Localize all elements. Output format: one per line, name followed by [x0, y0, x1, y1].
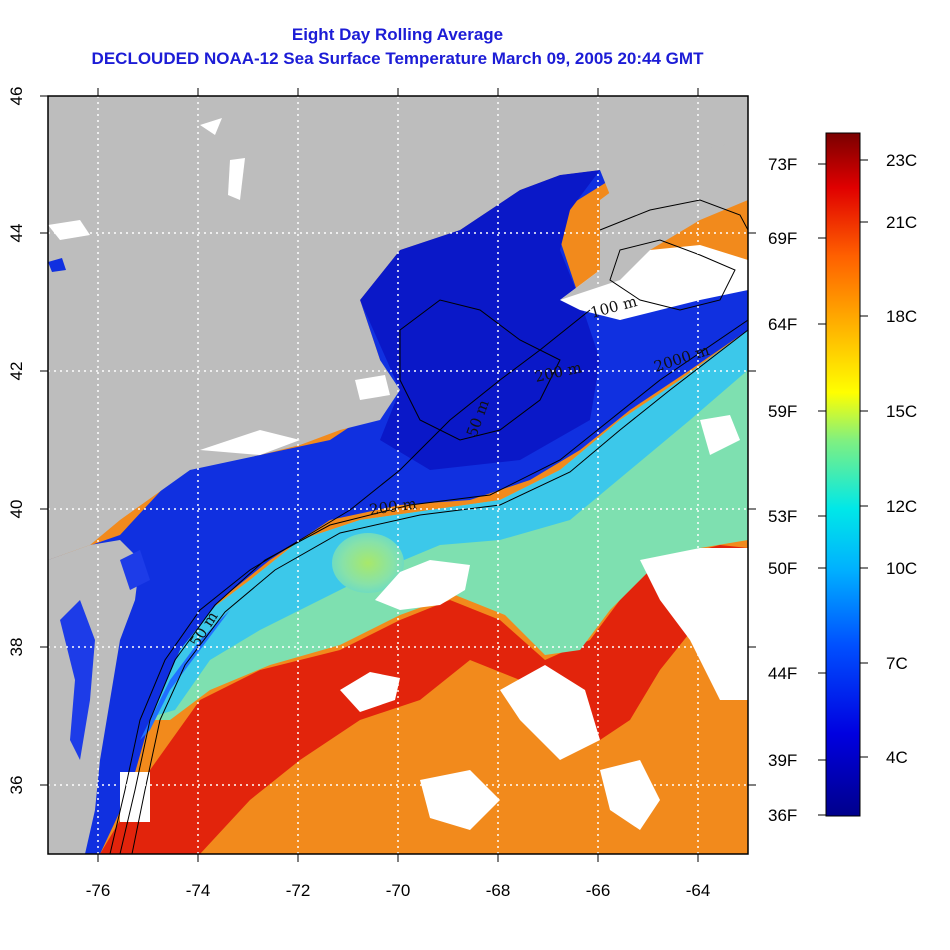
x-tick-label: -70 [386, 881, 411, 900]
x-tick-label: -66 [586, 881, 611, 900]
colorbar: 73F 69F 64F 59F 53F 50F 44F 39F 36F 23C … [768, 132, 917, 825]
colorbar-c-label: 15C [886, 402, 917, 421]
colorbar-f-label: 39F [768, 751, 797, 770]
map-panel: 100 m 2000 m 200 m 50 m 200 m 50 m [48, 96, 748, 854]
colorbar-f-label: 50F [768, 559, 797, 578]
x-tick-label: -76 [86, 881, 111, 900]
coastal-island [48, 258, 66, 272]
colorbar-ticks [818, 159, 868, 816]
colorbar-c-label: 21C [886, 213, 917, 232]
colorbar-f-label: 53F [768, 507, 797, 526]
y-axis-labels: 36 38 40 42 44 46 [7, 87, 26, 795]
colorbar-c-label: 7C [886, 654, 908, 673]
x-tick-label: -74 [186, 881, 211, 900]
bathymetry-contours [109, 199, 748, 854]
x-tick-label: -72 [286, 881, 311, 900]
gulf-of-maine [360, 170, 600, 470]
x-tick-label: -68 [486, 881, 511, 900]
chart-subtitle: DECLOUDED NOAA-12 Sea Surface Temperatur… [91, 49, 704, 68]
colorbar-f-label: 73F [768, 155, 797, 174]
y-tick-label: 42 [7, 362, 26, 381]
delaware-bay [120, 550, 150, 590]
x-axis-ticks [97, 88, 699, 862]
y-tick-label: 40 [7, 500, 26, 519]
colorbar-f-label: 36F [768, 806, 797, 825]
colorbar-c-label: 23C [886, 151, 917, 170]
graticule [48, 96, 748, 854]
colorbar-c-label: 10C [886, 559, 917, 578]
y-tick-label: 44 [7, 224, 26, 243]
y-tick-label: 46 [7, 87, 26, 106]
gulf-stream [100, 545, 748, 854]
chesapeake-bay [60, 600, 95, 760]
y-tick-label: 36 [7, 776, 26, 795]
colorbar-f-label: 64F [768, 315, 797, 334]
colorbar-f-label: 44F [768, 664, 797, 683]
colorbar-c-label: 12C [886, 497, 917, 516]
colorbar-c-label: 18C [886, 307, 917, 326]
y-tick-label: 38 [7, 638, 26, 657]
colorbar-f-label: 59F [768, 402, 797, 421]
colorbar-ramp [825, 132, 861, 817]
slope-water-cyan [140, 330, 748, 720]
y-axis-ticks [40, 95, 756, 786]
x-tick-label: -64 [686, 881, 711, 900]
cloud-patches [120, 245, 748, 830]
colorbar-c-label: 4C [886, 748, 908, 767]
chart-title: Eight Day Rolling Average [291, 25, 504, 44]
x-axis-labels: -76 -74 -72 -70 -68 -66 -64 [86, 881, 711, 900]
colorbar-f-label: 69F [768, 229, 797, 248]
warm-eddy [332, 533, 404, 593]
land-nova-scotia [560, 140, 748, 300]
inland-water [48, 118, 390, 455]
